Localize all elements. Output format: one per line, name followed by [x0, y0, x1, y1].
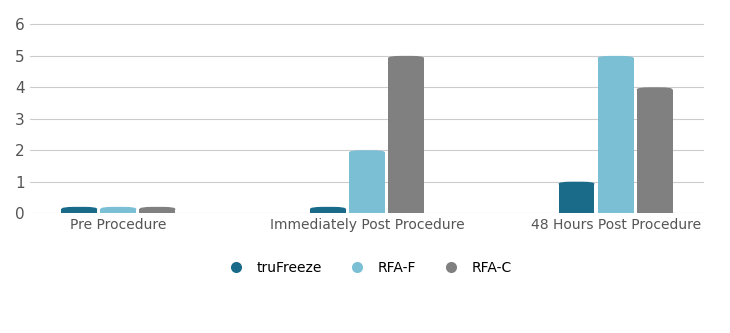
- FancyBboxPatch shape: [310, 207, 346, 211]
- Bar: [61, 209, 97, 213]
- FancyBboxPatch shape: [637, 87, 672, 92]
- Bar: [139, 209, 175, 213]
- Bar: [310, 209, 346, 213]
- FancyBboxPatch shape: [388, 56, 424, 60]
- Bar: [558, 184, 594, 213]
- Bar: [388, 58, 424, 213]
- Bar: [349, 153, 385, 213]
- FancyBboxPatch shape: [558, 182, 594, 186]
- Legend: truFreeze, RFA-F, RFA-C: truFreeze, RFA-F, RFA-C: [217, 256, 518, 281]
- Bar: [637, 90, 672, 213]
- Bar: [598, 58, 634, 213]
- FancyBboxPatch shape: [598, 56, 634, 60]
- FancyBboxPatch shape: [101, 207, 137, 211]
- Bar: [101, 209, 137, 213]
- FancyBboxPatch shape: [349, 150, 385, 155]
- FancyBboxPatch shape: [139, 207, 175, 211]
- FancyBboxPatch shape: [61, 207, 97, 211]
